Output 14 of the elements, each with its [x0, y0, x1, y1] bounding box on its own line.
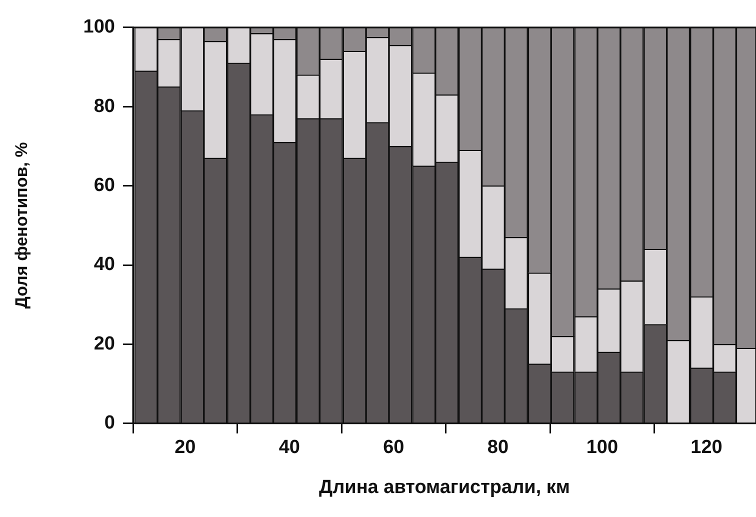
y-axis-title: Доля фенотипов, %: [12, 142, 31, 309]
y-tick-label: 40: [94, 254, 115, 276]
y-tick-label: 60: [94, 175, 115, 196]
x-tick-label: 60: [383, 437, 404, 458]
x-tick-label: 100: [586, 437, 618, 458]
x-tick-label: 40: [278, 437, 300, 458]
x-tick-label: 120: [690, 437, 722, 458]
x-axis-title: Длина автомагистрали, км: [319, 476, 570, 498]
y-tick-label: 100: [83, 16, 115, 38]
y-tick-label: 0: [104, 412, 115, 434]
y-tick-label: 20: [94, 333, 115, 354]
x-tick-label: 80: [487, 437, 509, 458]
y-tick-label: 80: [94, 96, 115, 117]
x-tick-label: 20: [174, 437, 196, 458]
